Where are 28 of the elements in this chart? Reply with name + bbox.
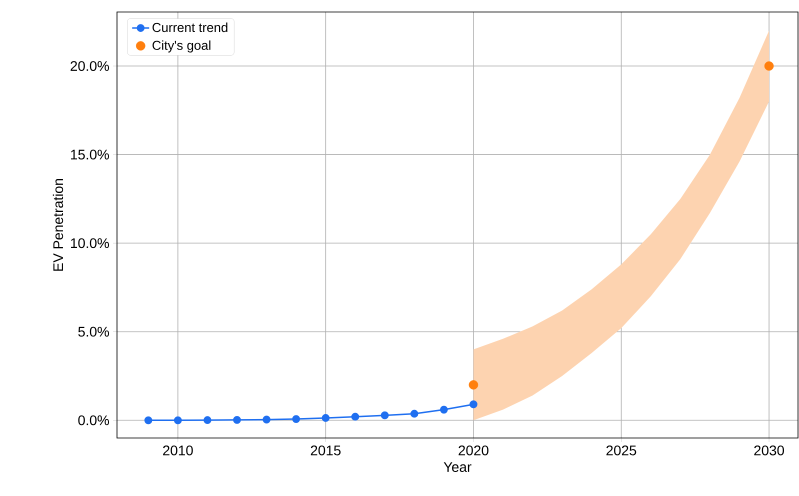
x-tick-label: 2015 [310,445,341,456]
x-tick-label: 2010 [163,445,193,456]
point [292,415,300,423]
point [468,380,478,390]
x-tick-label: 2030 [754,445,784,456]
point [262,416,270,424]
x-tick-label: 2025 [606,445,636,456]
point [410,410,418,418]
point [380,411,389,420]
point [351,412,360,421]
legend-label: Current trend [152,22,228,32]
y-tick-label: 15.0% [71,150,109,160]
point [233,416,241,424]
point [144,416,152,424]
point [204,416,212,424]
y-tick-label: 20.0% [70,61,109,71]
y-axis-title: EV Penetration [52,179,64,271]
x-axis-title: Year [444,462,472,472]
point [174,416,182,424]
y-tick-label: 10.0% [71,238,109,248]
point [322,414,330,422]
x-tick-label: 2020 [458,445,488,456]
legend-label: City's goal [152,40,210,52]
point [764,61,774,71]
point [470,400,478,408]
y-tick-label: 5.0% [78,326,109,337]
point [440,406,448,414]
y-tick-label: 0.0% [78,415,109,426]
